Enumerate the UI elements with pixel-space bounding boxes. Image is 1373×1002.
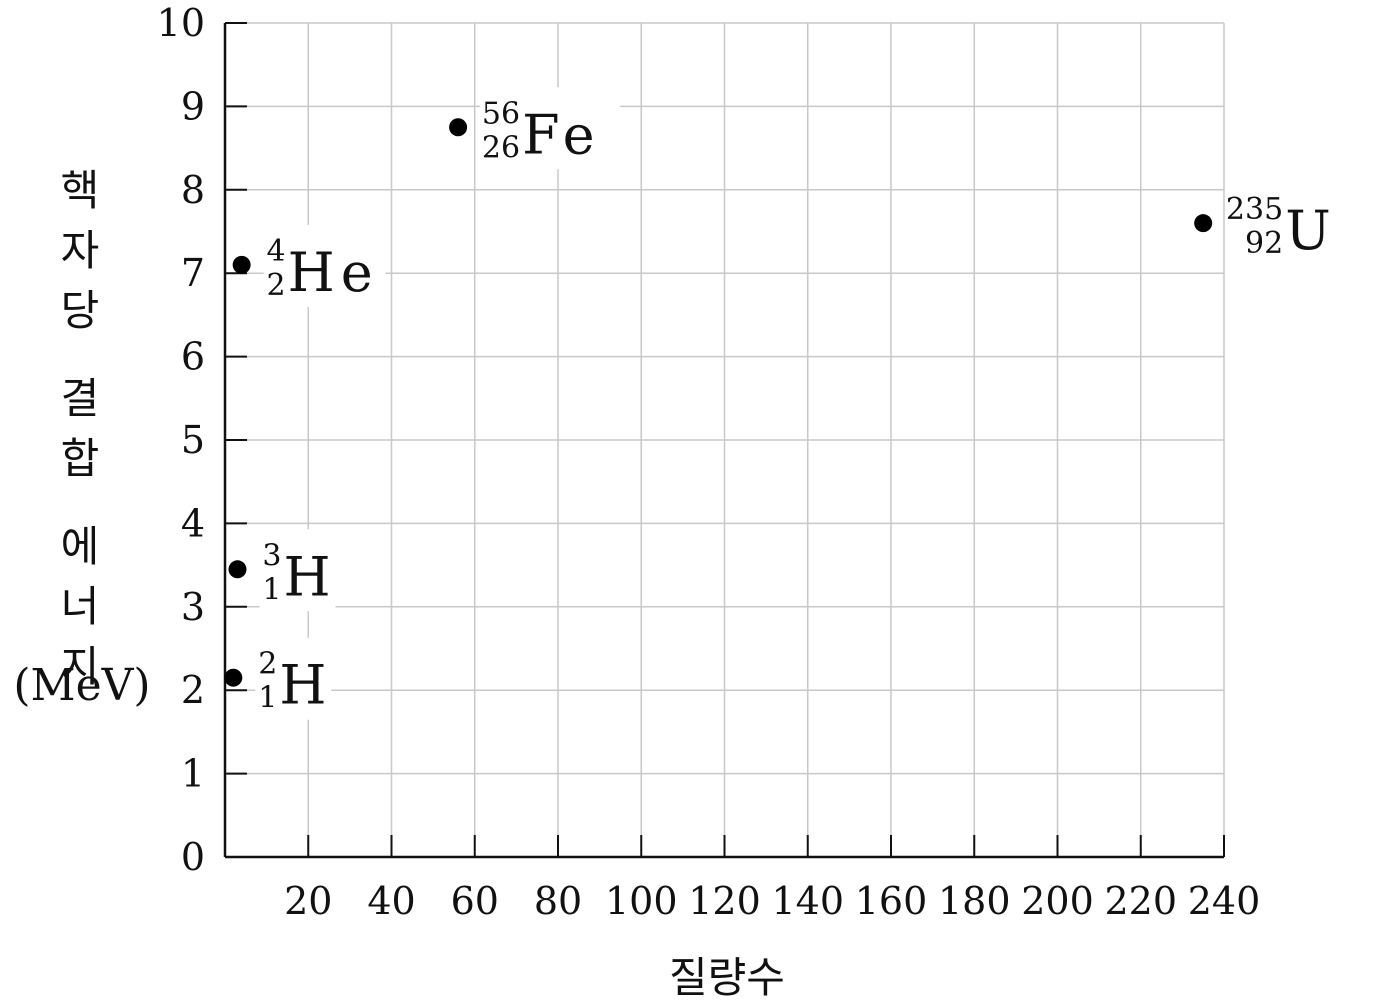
y-axis-unit: (MeV) [13, 660, 150, 711]
isotope-symbol: Fe [522, 103, 600, 166]
y-axis-label-char: 핵 [61, 166, 100, 215]
y-tick-label: 4 [181, 501, 205, 545]
x-tick-label: 40 [367, 879, 415, 923]
x-axis-label: 질량수 [669, 953, 785, 1002]
isotope-atomic-number: 92 [1245, 226, 1283, 261]
isotope-label: 42 He [263, 224, 386, 307]
isotope-symbol: He [288, 241, 379, 304]
x-tick-labels: 20 40 60 80 100 120 140 160 180 200 220 240 [284, 879, 1260, 923]
y-axis-label-char: 에 [61, 522, 100, 571]
isotope-symbol: H [279, 654, 332, 717]
isotope-atomic-number: 1 [258, 681, 277, 716]
x-tick-label: 80 [534, 879, 582, 923]
y-axis-label-char: 결 [61, 374, 100, 423]
grid [225, 22, 1225, 857]
data-point [228, 560, 247, 579]
isotope-label-bg [480, 87, 621, 170]
y-tick-label: 10 [157, 1, 205, 45]
y-axis-label-char: 자 [61, 226, 100, 275]
isotope-mass-number: 3 [262, 538, 281, 573]
x-tick-label: 100 [605, 879, 678, 923]
data-point [1194, 214, 1213, 233]
data-point [224, 668, 243, 687]
isotope-mass-number: 56 [482, 96, 520, 131]
data-point [449, 118, 468, 137]
isotope-label-bg [259, 529, 336, 612]
isotope-symbol: U [1285, 199, 1337, 262]
y-tick-label: 8 [181, 168, 205, 212]
isotope-mass-number: 235 [1226, 192, 1283, 227]
data-point [232, 255, 251, 274]
y-tick-label: 5 [181, 418, 205, 462]
isotope-label-bg [255, 637, 332, 720]
x-tick-label: 140 [771, 879, 844, 923]
x-tick-label: 60 [451, 879, 499, 923]
y-tick-label: 9 [181, 84, 205, 128]
isotope-symbol: H [283, 545, 336, 608]
isotope-mass-number: 2 [258, 647, 277, 682]
y-axis-label-char: 지 [61, 642, 100, 691]
x-tick-label: 120 [688, 879, 761, 923]
y-axis-label-char: 합 [61, 434, 100, 483]
isotope-atomic-number: 2 [267, 268, 286, 303]
y-axis-label-char: 너 [61, 582, 100, 631]
y-tick-label: 1 [181, 752, 205, 796]
x-tick-label: 160 [855, 879, 928, 923]
y-tick-labels: 0 1 2 3 4 5 6 7 8 9 10 [157, 1, 205, 879]
y-tick-label: 7 [181, 251, 205, 295]
y-tick-label: 3 [181, 585, 205, 629]
x-tick-label: 200 [1021, 879, 1094, 923]
isotope-label: 21 H [255, 637, 332, 720]
y-axis-label-char: 당 [61, 286, 100, 335]
isotope-atomic-number: 26 [482, 130, 520, 165]
y-tick-label: 6 [181, 335, 205, 379]
isotope-mass-number: 4 [267, 234, 286, 269]
isotope-label: 31 H [259, 529, 336, 612]
x-tick-label: 20 [284, 879, 332, 923]
isotope-label-bg [263, 224, 386, 307]
axes [223, 22, 1225, 859]
x-tick-label: 180 [938, 879, 1011, 923]
isotope-label-bg [1225, 183, 1338, 266]
x-tick-label: 240 [1188, 879, 1261, 923]
y-tick-label: 2 [181, 668, 205, 712]
x-tick-label: 220 [1104, 879, 1177, 923]
isotope-atomic-number: 1 [262, 572, 281, 607]
y-tick-label: 0 [181, 835, 205, 879]
